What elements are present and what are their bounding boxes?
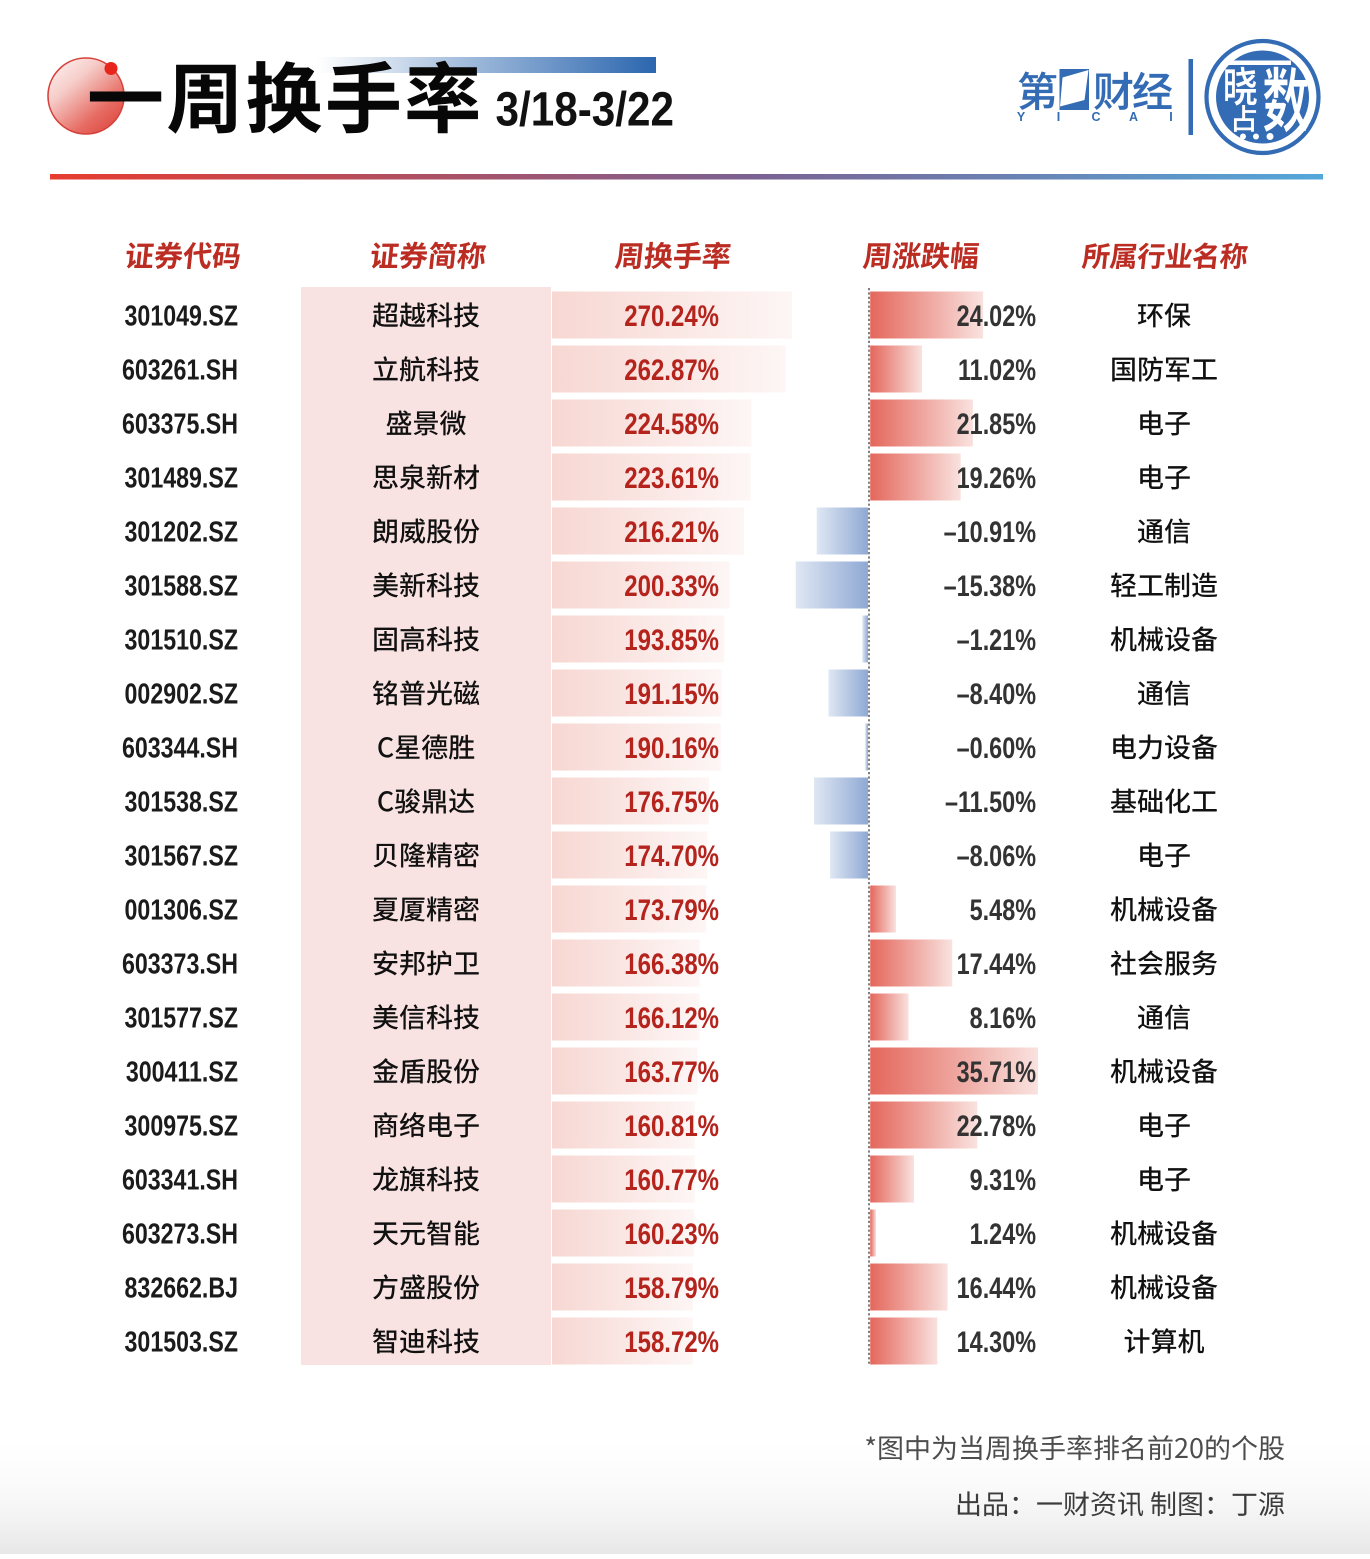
svg-text:–0.60%: –0.60% [957,731,1036,764]
svg-text:174.70%: 174.70% [624,838,719,872]
svg-text:216.21%: 216.21% [624,514,719,548]
svg-text:160.23%: 160.23% [624,1216,719,1250]
svg-text:301510.SZ: 301510.SZ [125,623,238,656]
svg-text:300411.SZ: 300411.SZ [126,1055,238,1088]
svg-text:Y: Y [1017,110,1026,124]
svg-text:191.15%: 191.15% [624,676,719,710]
svg-text:300975.SZ: 300975.SZ [125,1109,238,1142]
svg-text:8.16%: 8.16% [970,1001,1036,1034]
svg-text:–1.21%: –1.21% [957,623,1036,656]
svg-text:16.44%: 16.44% [957,1271,1036,1304]
svg-text:I: I [1057,110,1060,124]
svg-text:603373.SH: 603373.SH [122,947,238,980]
svg-text:166.38%: 166.38% [624,946,719,980]
svg-text:163.77%: 163.77% [624,1054,719,1088]
svg-text:200.33%: 200.33% [624,568,719,602]
svg-text:301049.SZ: 301049.SZ [125,299,238,332]
svg-text:301538.SZ: 301538.SZ [125,785,238,818]
svg-text:9.31%: 9.31% [970,1163,1036,1196]
svg-text:14.30%: 14.30% [957,1325,1036,1358]
svg-text:24.02%: 24.02% [957,299,1036,332]
svg-text:603273.SH: 603273.SH [122,1217,238,1250]
svg-text:17.44%: 17.44% [957,947,1036,980]
svg-text:001306.SZ: 001306.SZ [125,893,238,926]
svg-text:1.24%: 1.24% [970,1217,1036,1250]
svg-text:832662.BJ: 832662.BJ [125,1271,238,1304]
svg-text:5.48%: 5.48% [970,893,1036,926]
svg-text:–15.38%: –15.38% [944,569,1036,602]
svg-text:I: I [1169,110,1172,124]
svg-text:262.87%: 262.87% [624,352,719,386]
svg-text:603375.SH: 603375.SH [122,407,238,440]
svg-text:35.71%: 35.71% [957,1055,1036,1088]
svg-text:160.81%: 160.81% [624,1108,719,1142]
svg-text:3/18-3/22: 3/18-3/22 [496,82,674,136]
svg-text:301577.SZ: 301577.SZ [125,1001,238,1034]
svg-text:301202.SZ: 301202.SZ [125,515,238,548]
svg-text:603341.SH: 603341.SH [122,1163,238,1196]
svg-text:603344.SH: 603344.SH [122,731,238,764]
svg-text:224.58%: 224.58% [624,406,719,440]
svg-text:223.61%: 223.61% [624,460,719,494]
svg-text:11.02%: 11.02% [958,353,1036,386]
svg-text:158.72%: 158.72% [624,1324,719,1358]
svg-text:301503.SZ: 301503.SZ [125,1325,238,1358]
svg-text:270.24%: 270.24% [624,298,719,332]
svg-text:301588.SZ: 301588.SZ [125,569,238,602]
svg-text:158.79%: 158.79% [624,1270,719,1304]
svg-text:002902.SZ: 002902.SZ [125,677,238,710]
svg-text:301567.SZ: 301567.SZ [125,839,238,872]
svg-text:176.75%: 176.75% [624,784,719,818]
svg-text:166.12%: 166.12% [624,1000,719,1034]
svg-text:190.16%: 190.16% [624,730,719,764]
svg-text:–8.06%: –8.06% [957,839,1036,872]
svg-text:193.85%: 193.85% [624,622,719,656]
svg-text:160.77%: 160.77% [624,1162,719,1196]
svg-text:21.85%: 21.85% [957,407,1036,440]
svg-text:603261.SH: 603261.SH [122,353,238,386]
svg-text:C: C [1091,110,1100,124]
svg-text:–10.91%: –10.91% [944,515,1036,548]
svg-text:22.78%: 22.78% [957,1109,1036,1142]
svg-text:19.26%: 19.26% [957,461,1036,494]
svg-text:–8.40%: –8.40% [957,677,1036,710]
svg-text:A: A [1129,110,1138,124]
svg-text:301489.SZ: 301489.SZ [125,461,238,494]
svg-text:173.79%: 173.79% [624,892,719,926]
svg-text:–11.50%: –11.50% [945,785,1036,818]
